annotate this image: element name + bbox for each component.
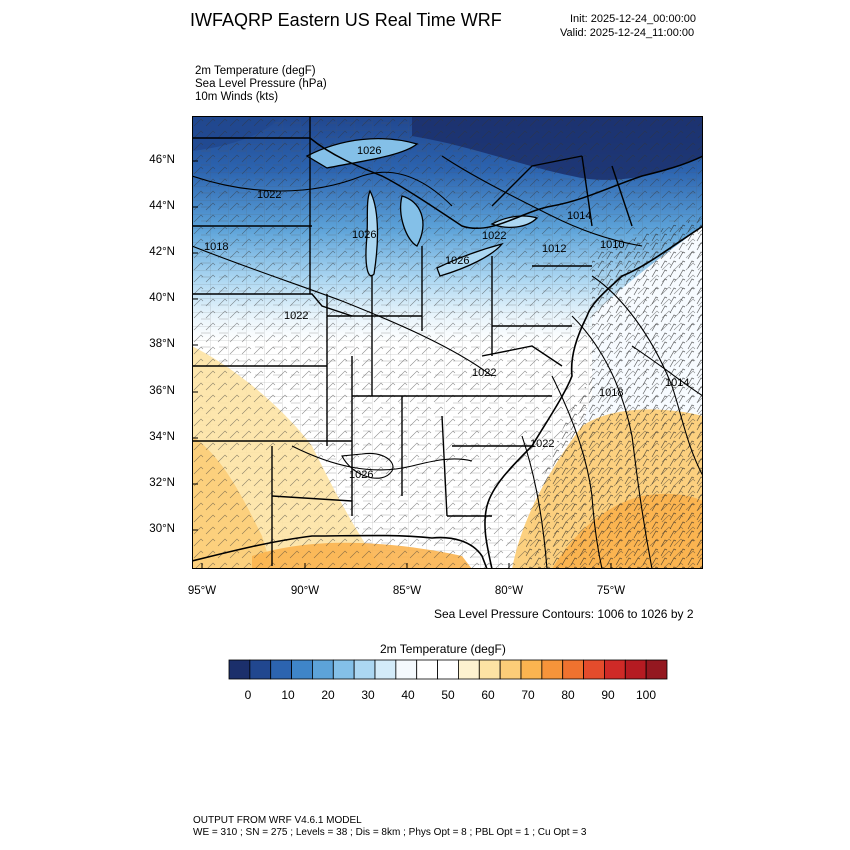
- pressure-label: 1022: [472, 367, 496, 379]
- field-label-winds: 10m Winds (kts): [195, 91, 279, 103]
- lon-label-90: 90°W: [290, 585, 320, 597]
- field-label-pressure: Sea Level Pressure (hPa): [195, 78, 327, 90]
- weather-map: 1026 1022 1018 1026 1022 1026 1014 1012 …: [192, 116, 703, 569]
- colorbar-label: 20: [321, 688, 335, 702]
- init-time: Init: 2025-12-24_00:00:00: [570, 13, 696, 25]
- lat-label-36: 36°N: [149, 385, 175, 397]
- colorbar-box: [604, 659, 626, 680]
- colorbar-box: [437, 659, 459, 680]
- colorbar-box: [270, 659, 292, 680]
- pressure-label: 1010: [600, 239, 624, 251]
- colorbar-label: 80: [561, 688, 575, 702]
- colorbar-label: 50: [441, 688, 455, 702]
- valid-time: Valid: 2025-12-24_11:00:00: [560, 27, 695, 39]
- colorbar-label: 90: [601, 688, 615, 702]
- colorbar-box: [499, 659, 522, 680]
- colorbar-box: [458, 659, 480, 680]
- pressure-label: 1022: [482, 230, 506, 242]
- lat-label-34: 34°N: [149, 431, 175, 443]
- pressure-label: 1018: [599, 387, 623, 399]
- lat-label-32: 32°N: [149, 477, 175, 489]
- east-coastline: [484, 225, 703, 569]
- lon-label-85: 85°W: [392, 585, 422, 597]
- pressure-label: 1026: [445, 255, 469, 267]
- lat-label-46: 46°N: [149, 154, 175, 166]
- colorbar-box: [249, 659, 272, 680]
- axis-ticks: [192, 160, 612, 569]
- lake-erie: [436, 242, 504, 277]
- pressure-label: 1018: [204, 241, 228, 253]
- pressure-contours: [192, 155, 703, 569]
- pressure-label-group: 1026 1022 1018 1026 1022 1026 1014 1012 …: [204, 145, 689, 481]
- colorbar-box: [583, 659, 605, 680]
- colorbar-label: 60: [481, 688, 495, 702]
- pressure-label: 1026: [352, 229, 376, 241]
- contour-note: Sea Level Pressure Contours: 1006 to 102…: [434, 607, 694, 621]
- lat-label-30: 30°N: [149, 523, 175, 535]
- colorbar-label: 70: [521, 688, 535, 702]
- pressure-label: 1022: [257, 189, 281, 201]
- colorbar-box: [228, 659, 251, 680]
- lat-label-40: 40°N: [149, 292, 175, 304]
- map-frame: [192, 116, 703, 569]
- lon-label-95: 95°W: [187, 585, 217, 597]
- colorbar-label: 40: [401, 688, 415, 702]
- colorbar-box: [312, 659, 334, 680]
- colorbar-box: [645, 659, 668, 680]
- canada-border: [192, 137, 703, 230]
- state-boundaries: [192, 116, 633, 566]
- pressure-label: 1026: [349, 469, 373, 481]
- lake-huron: [400, 195, 424, 247]
- colorbar-box: [541, 659, 564, 680]
- lat-label-42: 42°N: [149, 246, 175, 258]
- lat-label-44: 44°N: [149, 200, 175, 212]
- wind-barbs-dense: [522, 216, 703, 569]
- pressure-label: 1022: [530, 438, 554, 450]
- pressure-label: 1014: [665, 377, 689, 389]
- colorbar-box: [416, 659, 438, 680]
- colorbar-label: 100: [635, 688, 657, 702]
- colorbar-box: [520, 659, 543, 680]
- lon-label-80: 80°W: [494, 585, 524, 597]
- pressure-label: 1026: [357, 145, 381, 157]
- colorbar-box: [395, 659, 418, 680]
- colorbar-box: [624, 659, 647, 680]
- colorbar-title: 2m Temperature (degF): [380, 642, 506, 656]
- colorbar-box: [478, 659, 501, 680]
- gulf-coastline: [192, 534, 488, 569]
- plot-title: IWFAQRP Eastern US Real Time WRF: [190, 10, 502, 30]
- footer-config: WE = 310 ; SN = 275 ; Levels = 38 ; Dis …: [193, 827, 587, 838]
- lon-label-75: 75°W: [596, 585, 626, 597]
- colorbar-box: [353, 659, 376, 680]
- colorbar-box: [374, 659, 397, 680]
- colorbar: [228, 659, 668, 680]
- colorbar-label: 30: [361, 688, 375, 702]
- lake-ontario: [490, 215, 539, 229]
- colorbar-label: 0: [244, 688, 252, 702]
- colorbar-box: [332, 659, 355, 680]
- pressure-label: 1022: [284, 310, 308, 322]
- field-label-temperature: 2m Temperature (degF): [195, 65, 316, 77]
- pressure-label: 1012: [542, 243, 566, 255]
- lat-label-38: 38°N: [149, 338, 175, 350]
- colorbar-box: [562, 659, 584, 680]
- pressure-label: 1014: [567, 210, 591, 222]
- colorbar-box: [291, 659, 313, 680]
- colorbar-label: 10: [281, 688, 295, 702]
- lake-michigan: [365, 189, 379, 277]
- footer-model: OUTPUT FROM WRF V4.6.1 MODEL: [193, 815, 362, 826]
